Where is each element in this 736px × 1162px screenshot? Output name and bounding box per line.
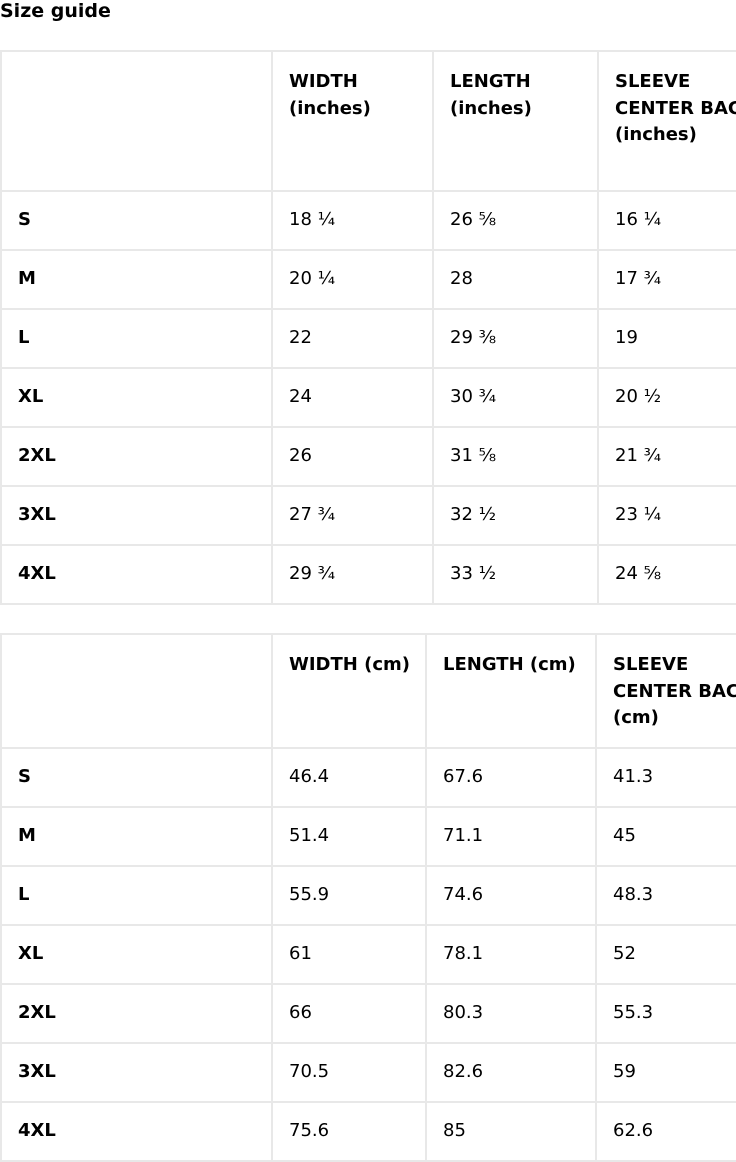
measurement-cell: 32 ½ bbox=[432, 485, 599, 546]
table-row: M 20 ¼ 28 17 ¾ bbox=[0, 249, 736, 310]
measurement-cell: 19 bbox=[597, 308, 736, 369]
measurement-cell: 55.3 bbox=[595, 983, 736, 1044]
size-label: 3XL bbox=[0, 1042, 273, 1103]
measurement-cell: 16 ¼ bbox=[597, 190, 736, 251]
table-row: XL 24 30 ¾ 20 ½ bbox=[0, 367, 736, 428]
table-row: 3XL 70.5 82.6 59 bbox=[0, 1042, 736, 1103]
measurement-cell: 52 bbox=[595, 924, 736, 985]
table-row: 2XL 26 31 ⅝ 21 ¾ bbox=[0, 426, 736, 487]
measurement-cell: 24 bbox=[271, 367, 434, 428]
table-row: L 22 29 ⅜ 19 bbox=[0, 308, 736, 369]
measurement-cell: 71.1 bbox=[425, 806, 597, 867]
size-label: XL bbox=[0, 924, 273, 985]
header-cell-size bbox=[0, 50, 273, 192]
measurement-cell: 78.1 bbox=[425, 924, 597, 985]
table-row: 4XL 75.6 85 62.6 bbox=[0, 1101, 736, 1162]
measurement-cell: 67.6 bbox=[425, 747, 597, 808]
size-label: 4XL bbox=[0, 544, 273, 605]
measurement-cell: 20 ¼ bbox=[271, 249, 434, 310]
size-label: 2XL bbox=[0, 426, 273, 487]
header-cell: WIDTH (inches) bbox=[271, 50, 434, 192]
size-label: S bbox=[0, 190, 273, 251]
measurement-cell: 22 bbox=[271, 308, 434, 369]
size-label: M bbox=[0, 249, 273, 310]
table-row: 2XL 66 80.3 55.3 bbox=[0, 983, 736, 1044]
table-row: 3XL 27 ¾ 32 ½ 23 ¼ bbox=[0, 485, 736, 546]
measurement-cell: 70.5 bbox=[271, 1042, 427, 1103]
measurement-cell: 41.3 bbox=[595, 747, 736, 808]
header-row: WIDTH (cm)LENGTH (cm)SLEEVE CENTER BACK … bbox=[0, 633, 736, 749]
size-label: S bbox=[0, 747, 273, 808]
measurement-cell: 21 ¾ bbox=[597, 426, 736, 487]
table-row: L 55.9 74.6 48.3 bbox=[0, 865, 736, 926]
measurement-cell: 80.3 bbox=[425, 983, 597, 1044]
measurement-cell: 26 bbox=[271, 426, 434, 487]
size-label: L bbox=[0, 865, 273, 926]
measurement-cell: 48.3 bbox=[595, 865, 736, 926]
table-row: 4XL 29 ¾ 33 ½ 24 ⅝ bbox=[0, 544, 736, 605]
measurement-cell: 85 bbox=[425, 1101, 597, 1162]
page-title: Size guide bbox=[0, 0, 111, 22]
measurement-cell: 17 ¾ bbox=[597, 249, 736, 310]
header-cell: SLEEVE CENTER BACK (inches) bbox=[597, 50, 736, 192]
measurement-cell: 33 ½ bbox=[432, 544, 599, 605]
header-cell: LENGTH (inches) bbox=[432, 50, 599, 192]
header-row: WIDTH (inches) LENGTH (inches) SLEEVE CENT… bbox=[0, 50, 736, 192]
size-label: 3XL bbox=[0, 485, 273, 546]
size-label: XL bbox=[0, 367, 273, 428]
measurement-cell: 66 bbox=[271, 983, 427, 1044]
size-label: M bbox=[0, 806, 273, 867]
measurement-cell: 18 ¼ bbox=[271, 190, 434, 251]
measurement-cell: 75.6 bbox=[271, 1101, 427, 1162]
table-row: XL 61 78.1 52 bbox=[0, 924, 736, 985]
size-table-inches: WIDTH (inches) LENGTH (inches) SLEEVE CENT… bbox=[0, 50, 736, 605]
measurement-cell: 46.4 bbox=[271, 747, 427, 808]
measurement-cell: 62.6 bbox=[595, 1101, 736, 1162]
measurement-cell: 24 ⅝ bbox=[597, 544, 736, 605]
measurement-cell: 61 bbox=[271, 924, 427, 985]
size-label: L bbox=[0, 308, 273, 369]
size-label: 4XL bbox=[0, 1101, 273, 1162]
measurement-cell: 23 ¼ bbox=[597, 485, 736, 546]
table-row: S 46.4 67.6 41.3 bbox=[0, 747, 736, 808]
measurement-cell: 28 bbox=[432, 249, 599, 310]
size-label: 2XL bbox=[0, 983, 273, 1044]
measurement-cell: 27 ¾ bbox=[271, 485, 434, 546]
measurement-cell: 45 bbox=[595, 806, 736, 867]
header-cell: WIDTH (cm) bbox=[271, 633, 427, 749]
size-table-cm: WIDTH (cm)LENGTH (cm)SLEEVE CENTER BACK … bbox=[0, 633, 736, 1162]
header-cell-size bbox=[0, 633, 273, 749]
measurement-cell: 82.6 bbox=[425, 1042, 597, 1103]
measurement-cell: 59 bbox=[595, 1042, 736, 1103]
header-cell: SLEEVE CENTER BACK (cm) bbox=[595, 633, 736, 749]
table-row: S 18 ¼ 26 ⅝ 16 ¼ bbox=[0, 190, 736, 251]
measurement-cell: 20 ½ bbox=[597, 367, 736, 428]
measurement-cell: 26 ⅝ bbox=[432, 190, 599, 251]
measurement-cell: 30 ¾ bbox=[432, 367, 599, 428]
measurement-cell: 29 ¾ bbox=[271, 544, 434, 605]
header-cell: LENGTH (cm) bbox=[425, 633, 597, 749]
measurement-cell: 74.6 bbox=[425, 865, 597, 926]
measurement-cell: 31 ⅝ bbox=[432, 426, 599, 487]
measurement-cell: 29 ⅜ bbox=[432, 308, 599, 369]
measurement-cell: 55.9 bbox=[271, 865, 427, 926]
table-row: M 51.4 71.1 45 bbox=[0, 806, 736, 867]
measurement-cell: 51.4 bbox=[271, 806, 427, 867]
